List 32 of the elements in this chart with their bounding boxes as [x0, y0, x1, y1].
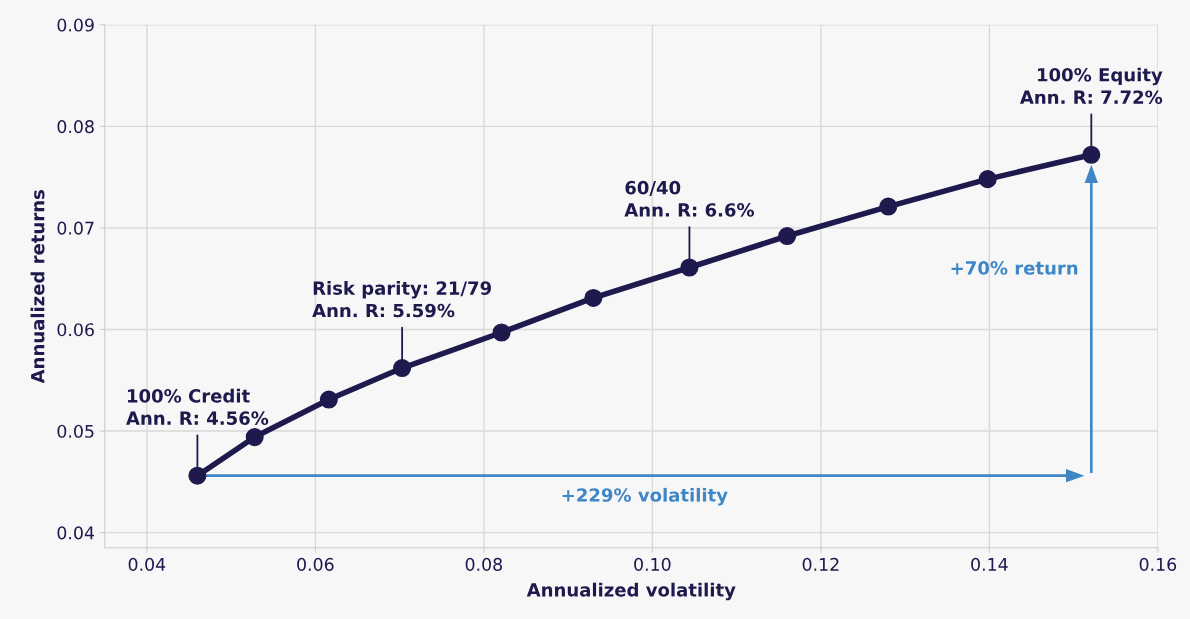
y-tick-label: 0.06 — [57, 323, 94, 337]
point — [978, 170, 997, 189]
point — [1082, 145, 1101, 164]
point — [879, 197, 898, 216]
point — [188, 466, 207, 485]
annotation: 60/40 Ann. R: 6.6% — [624, 180, 755, 217]
point — [319, 390, 338, 409]
y-axis-title: Annualized returns — [30, 190, 45, 384]
y-tick-label: 0.07 — [57, 221, 94, 235]
annotation: 100% Credit Ann. R: 4.56% — [126, 388, 269, 425]
point — [778, 226, 797, 246]
x-tick-label: 0.10 — [634, 557, 671, 571]
x-tick-label: 0.12 — [802, 557, 839, 571]
x-tick-label: 0.08 — [465, 557, 502, 571]
annotation: 100% Equity Ann. R: 7.72% — [1019, 67, 1163, 105]
x-tick-label: 0.14 — [971, 557, 1008, 571]
point — [393, 359, 412, 378]
y-tick-label: 0.09 — [57, 18, 94, 32]
point — [245, 428, 264, 447]
point — [584, 288, 603, 307]
point — [680, 258, 699, 277]
y-tick-label: 0.05 — [57, 424, 94, 438]
x-tick-label: 0.16 — [1139, 557, 1177, 571]
y-tick-label: 0.04 — [57, 526, 95, 540]
y-tick-label: 0.08 — [57, 120, 94, 134]
x-tick-label: 0.04 — [128, 557, 166, 571]
annotation: +70% return — [951, 261, 1078, 275]
annotation: Risk parity: 21/79 Ann. R: 5.59% — [312, 280, 492, 318]
x-axis-title: Annualized volatility — [526, 582, 736, 601]
point — [492, 323, 511, 342]
x-tick-label: 0.06 — [297, 557, 334, 571]
annotation: +229% volatility — [562, 487, 728, 506]
